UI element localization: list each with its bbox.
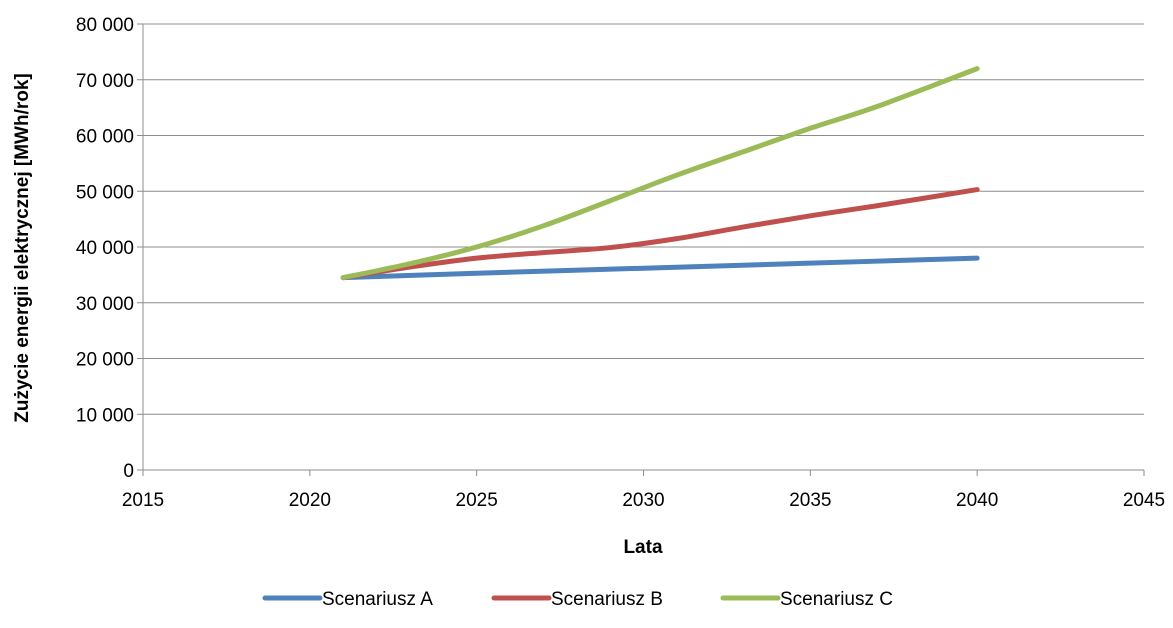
y-tick-label: 30 000 [76, 294, 134, 315]
y-tick-label: 20 000 [76, 350, 134, 371]
x-tick-label: 2035 [789, 490, 831, 511]
y-tick-label: 70 000 [76, 71, 134, 92]
axes [137, 23, 1145, 476]
y-tick-label: 0 [123, 461, 134, 482]
y-axis-tick-labels: 0 10 000 20 000 30 000 40 000 50 000 60 000 70 … [76, 15, 134, 482]
legend-item: Scenariusz B [491, 589, 663, 610]
y-tick-label: 60 000 [76, 127, 134, 148]
legend-item: Scenariusz C [720, 589, 893, 610]
series-line-b [340, 187, 980, 281]
legend: Scenariusz A Scenariusz B Scenariusz C [262, 589, 893, 610]
series-line-a [340, 255, 980, 281]
x-tick-label: 2015 [122, 490, 164, 511]
y-axis-title: Zużycie energii elektrycznej [MWh/rok] [12, 73, 33, 422]
legend-label: Scenariusz C [780, 589, 893, 610]
series-line-c [340, 66, 980, 281]
x-tick-label: 2045 [1123, 490, 1165, 511]
legend-label: Scenariusz A [322, 589, 433, 610]
y-tick-label: 10 000 [76, 405, 134, 426]
legend-item: Scenariusz A [262, 589, 433, 610]
series-lines [340, 66, 980, 281]
x-axis-title: Lata [623, 537, 663, 558]
x-tick-label: 2040 [956, 490, 998, 511]
y-tick-label: 40 000 [76, 238, 134, 259]
y-tick-label: 80 000 [76, 15, 134, 36]
y-tick-label: 50 000 [76, 182, 134, 203]
x-tick-label: 2030 [622, 490, 664, 511]
x-tick-label: 2025 [456, 490, 498, 511]
x-tick-label: 2020 [289, 490, 331, 511]
gridlines [143, 23, 1144, 415]
x-axis-tick-labels: 2015 2020 2025 2030 2035 2040 2045 [122, 490, 1165, 511]
legend-label: Scenariusz B [551, 589, 663, 610]
